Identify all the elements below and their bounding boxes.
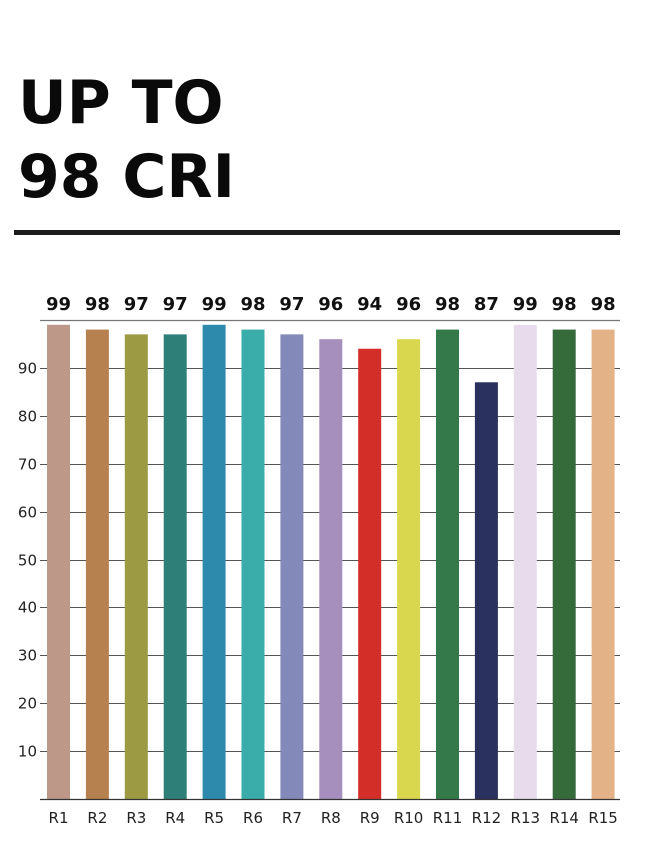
bar-r2 [85, 329, 109, 799]
bar-r6 [241, 329, 265, 799]
x-tick-label: R1 [49, 809, 69, 827]
y-tick-label: 30 [18, 647, 37, 665]
y-tick-label: 50 [18, 552, 37, 570]
bar-r5 [202, 324, 226, 799]
x-tick-label: R3 [126, 809, 146, 827]
y-tick-label: 90 [18, 360, 37, 378]
headline: UP TO 98 CRI [18, 66, 235, 214]
value-label: 98 [591, 294, 616, 315]
value-label: 96 [396, 294, 421, 315]
x-tick-label: R6 [243, 809, 263, 827]
x-tick-label: R10 [394, 809, 424, 827]
x-tick-label: R7 [282, 809, 302, 827]
value-label: 99 [513, 294, 538, 315]
x-tick-label: R8 [321, 809, 341, 827]
x-tick-label: R15 [588, 809, 618, 827]
x-tick-label: R14 [549, 809, 579, 827]
value-label: 98 [552, 294, 577, 315]
bar-r13 [513, 324, 537, 799]
value-label: 98 [85, 294, 110, 315]
bar-r11 [436, 329, 459, 799]
y-tick-label: 10 [18, 743, 37, 761]
value-label: 99 [202, 294, 227, 315]
y-tick-label: 60 [18, 504, 37, 522]
headline-line-2: 98 CRI [18, 142, 235, 212]
divider-rule [14, 230, 620, 235]
value-label: 96 [318, 294, 343, 315]
y-tick-label: 80 [18, 408, 37, 426]
bar-r10 [397, 339, 421, 799]
value-label: 98 [435, 294, 460, 315]
bar-r15 [591, 329, 615, 799]
bar-r8 [319, 339, 343, 799]
y-tick-label: 70 [18, 456, 37, 474]
bar-r14 [552, 329, 576, 799]
x-tick-label: R9 [360, 809, 380, 827]
value-label: 99 [46, 294, 71, 315]
value-label: 87 [474, 294, 499, 315]
value-label: 98 [240, 294, 265, 315]
value-label: 94 [357, 294, 382, 315]
bar-r12 [474, 382, 498, 799]
bar-r7 [280, 334, 304, 799]
x-tick-label: R11 [433, 809, 463, 827]
x-tick-label: R4 [165, 809, 185, 827]
x-tick-label: R13 [511, 809, 541, 827]
value-label: 97 [124, 294, 149, 315]
x-tick-label: R5 [204, 809, 224, 827]
bar-r1 [47, 324, 70, 799]
y-tick-label: 40 [18, 599, 37, 617]
bar-r4 [163, 334, 187, 799]
bar-r3 [124, 334, 148, 799]
headline-line-1: UP TO [18, 68, 224, 138]
value-label: 97 [163, 294, 188, 315]
x-tick-label: R12 [472, 809, 502, 827]
x-tick-label: R2 [87, 809, 107, 827]
value-label: 97 [279, 294, 304, 315]
bar-r9 [358, 348, 382, 799]
y-tick-label: 20 [18, 695, 37, 713]
